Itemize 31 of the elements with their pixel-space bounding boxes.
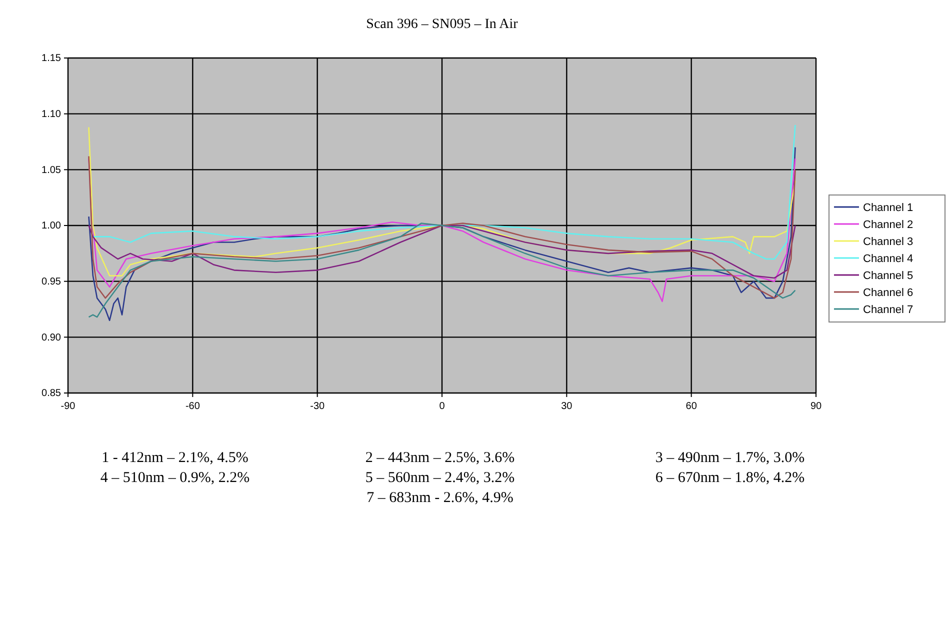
line-series — [88, 222, 796, 318]
x-tick-label: -30 — [310, 401, 325, 412]
x-tick-label: -60 — [185, 401, 200, 412]
line-series — [88, 224, 796, 279]
text: 1 - 412nm – 2.1%, 4.5% — [102, 450, 248, 466]
y-tick-label: 1.15 — [42, 53, 62, 64]
text: 5 – 560nm – 2.4%, 3.2% — [365, 470, 515, 486]
legend-label: Channel 4 — [863, 253, 914, 265]
x-tick-label: 0 — [439, 401, 446, 412]
legend-label: Channel 2 — [863, 219, 914, 231]
y-tick-label: 0.90 — [42, 332, 62, 344]
y-tick-label: 1.10 — [42, 109, 62, 120]
legend-label: Channel 1 — [863, 202, 914, 214]
text: 4 – 510nm – 0.9%, 2.2% — [100, 470, 250, 486]
x-tick-label: -90 — [60, 401, 76, 412]
y-tick-label: 1.00 — [42, 220, 62, 232]
text: 2 – 443nm – 2.5%, 3.6% — [365, 450, 515, 466]
x-tick-label: 90 — [810, 401, 822, 412]
x-tick-label: 30 — [561, 401, 573, 412]
text: 3 – 490nm – 1.7%, 3.0% — [655, 450, 805, 466]
y-tick-label: 1.05 — [42, 164, 62, 176]
legend-label: Channel 3 — [863, 236, 914, 248]
x-tick-label: 60 — [686, 401, 698, 412]
y-tick-label: 0.95 — [42, 276, 62, 288]
legend-label: Channel 6 — [863, 287, 914, 299]
text: 6 – 670nm – 1.8%, 4.2% — [655, 470, 805, 486]
y-tick-label: 0.85 — [42, 388, 62, 400]
legend-label: Channel 5 — [863, 270, 914, 282]
chart-title: Scan 396 – SN095 – In Air — [366, 17, 518, 32]
text: 7 – 683nm - 2.6%, 4.9% — [366, 490, 514, 506]
legend-label: Channel 7 — [863, 304, 914, 316]
